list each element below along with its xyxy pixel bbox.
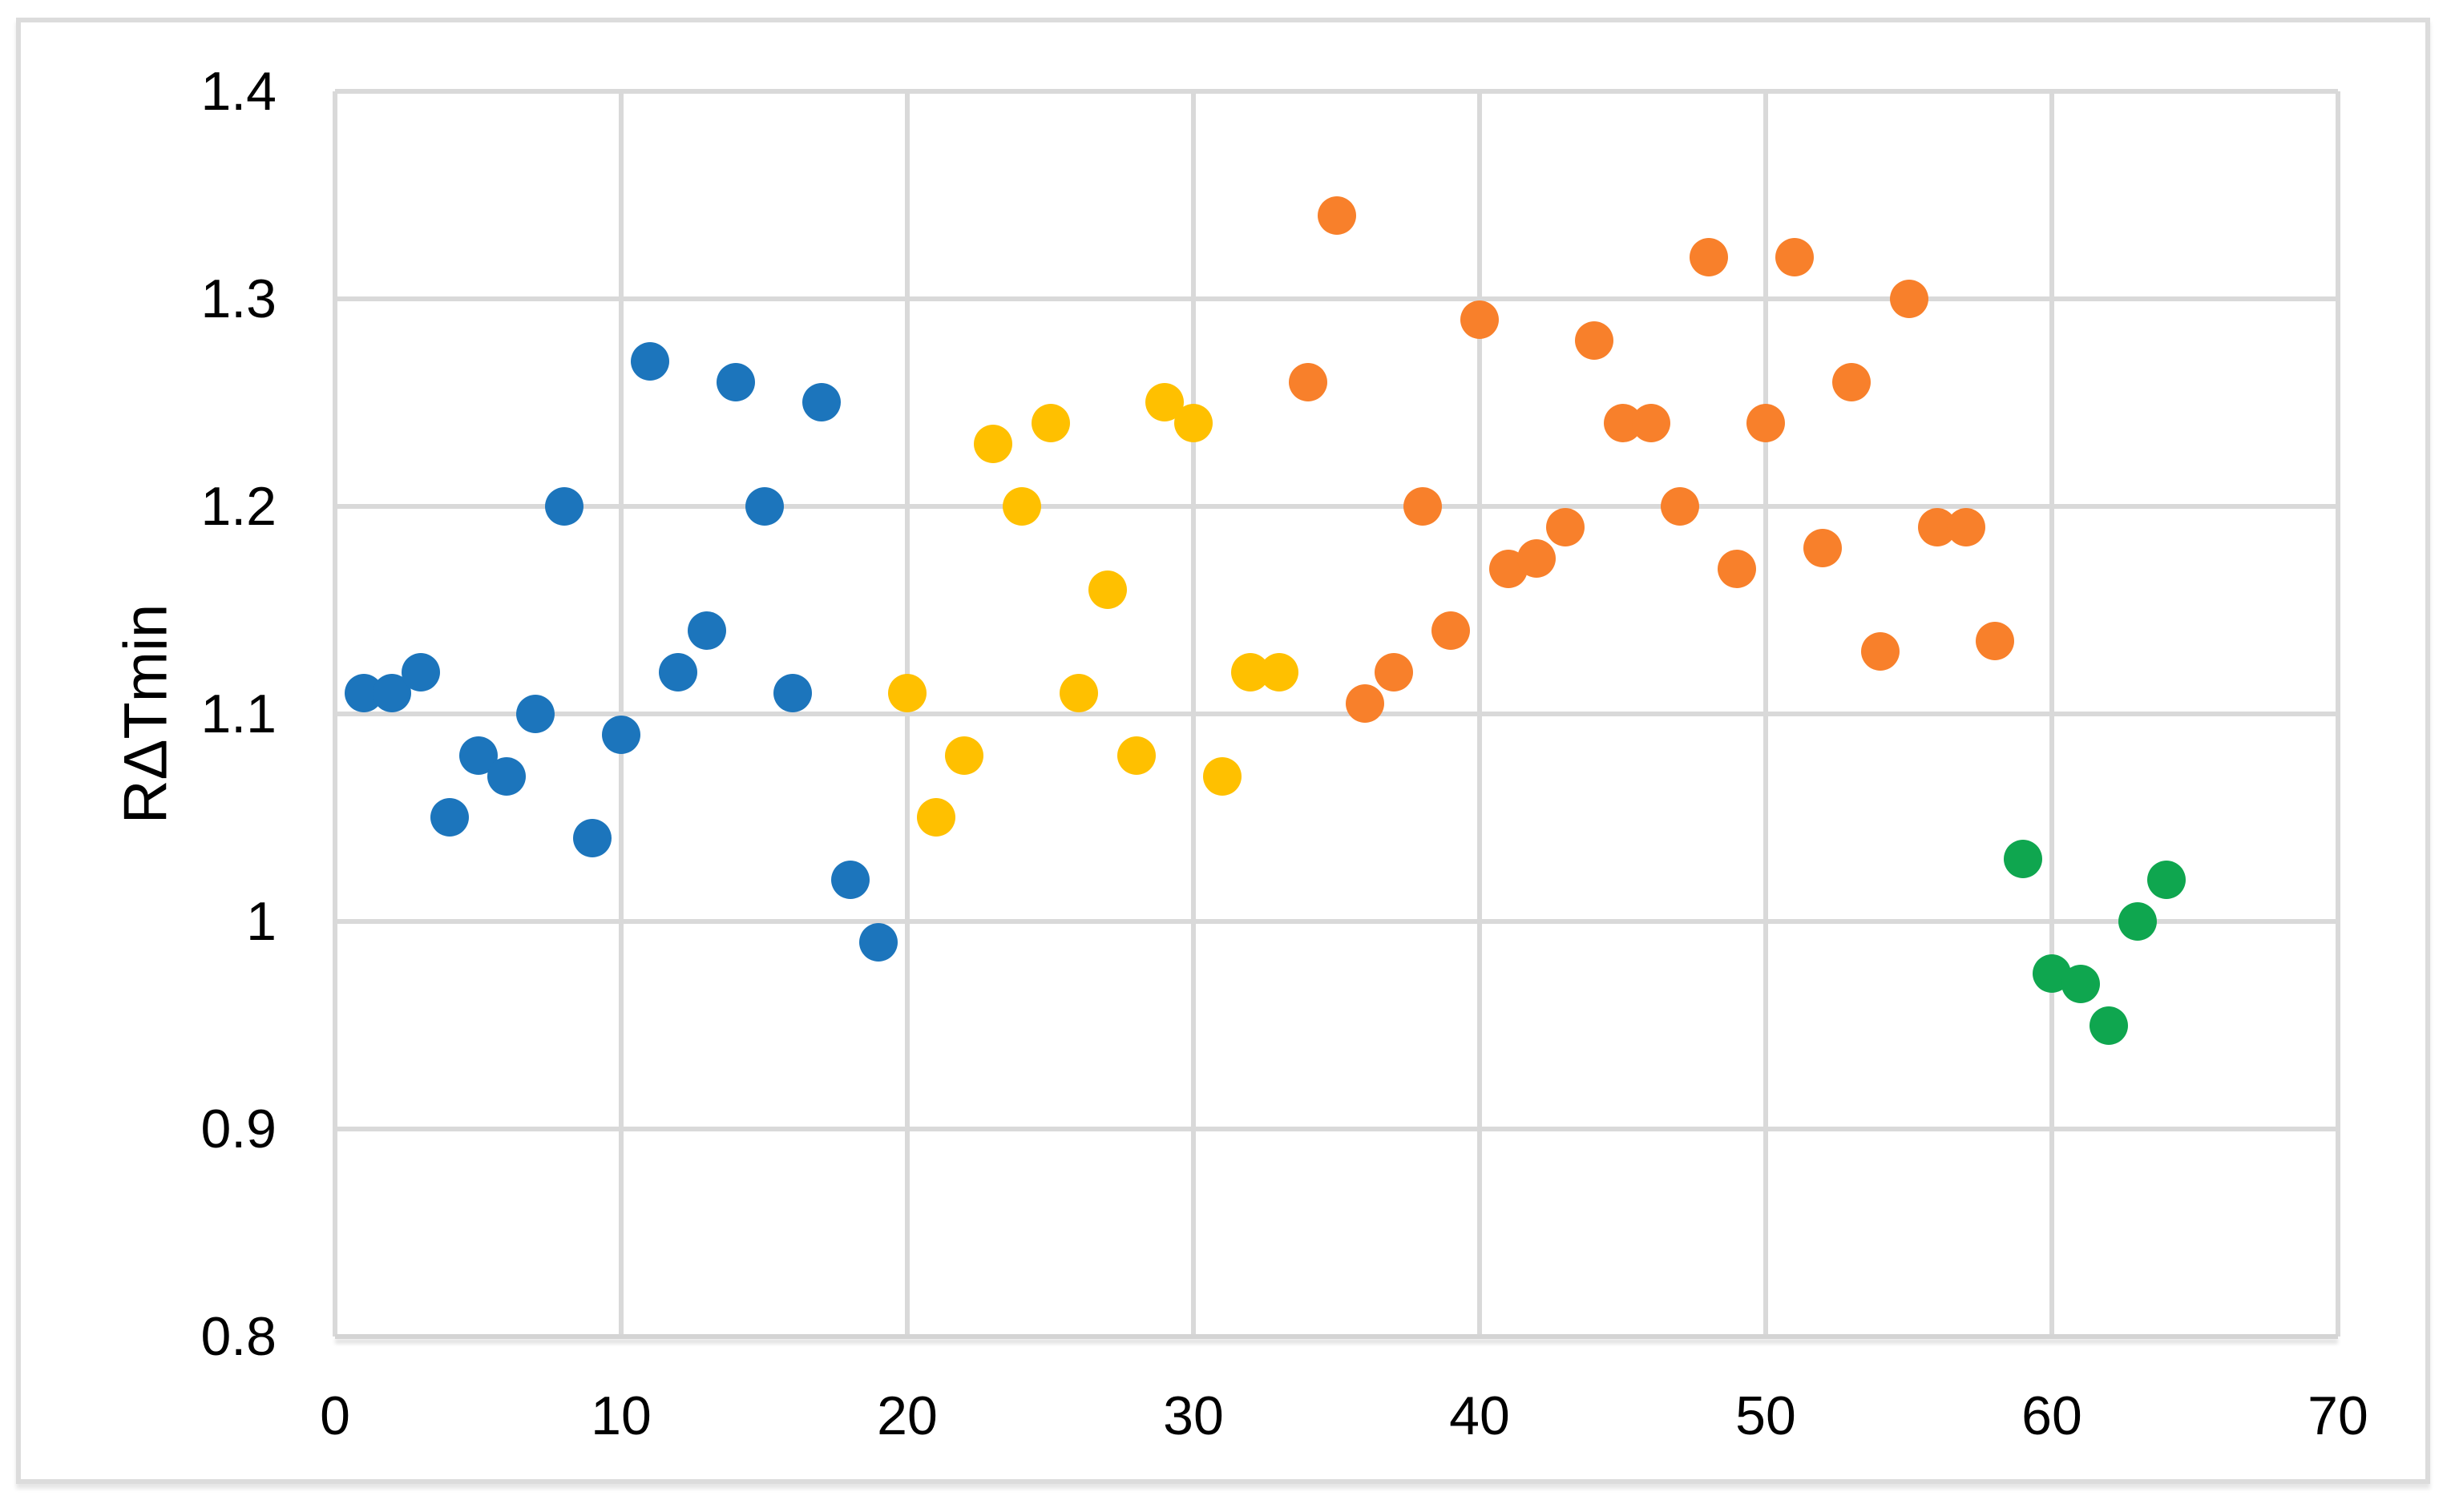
data-point-group-3-orange xyxy=(1690,238,1728,276)
data-point-group-1-blue xyxy=(859,923,898,962)
data-point-group-2-yellow xyxy=(1174,404,1213,442)
data-point-group-1-blue xyxy=(745,487,784,526)
horizontal-gridline xyxy=(335,504,2338,509)
data-point-group-1-blue xyxy=(430,798,469,837)
data-point-group-1-blue xyxy=(487,757,526,796)
data-point-group-4-green xyxy=(2004,840,2042,878)
data-point-group-3-orange xyxy=(1775,238,1814,276)
data-point-group-3-orange xyxy=(1375,653,1413,691)
horizontal-gridline xyxy=(335,1127,2338,1131)
horizontal-gridline xyxy=(335,919,2338,924)
data-point-group-2-yellow xyxy=(1003,487,1041,526)
x-tick-label: 30 xyxy=(1163,1385,1224,1446)
data-point-group-2-yellow xyxy=(1203,757,1242,796)
data-point-group-3-orange xyxy=(1346,684,1384,723)
y-tick-label: 0.9 xyxy=(200,1099,277,1159)
x-tick-label: 50 xyxy=(1735,1385,1796,1446)
horizontal-gridline xyxy=(335,712,2338,716)
data-point-group-1-blue xyxy=(831,861,870,899)
data-point-group-2-yellow xyxy=(1088,571,1127,609)
data-point-group-1-blue xyxy=(631,342,669,381)
data-point-group-3-orange xyxy=(1746,404,1785,442)
data-point-group-1-blue xyxy=(545,487,583,526)
data-point-group-2-yellow xyxy=(888,674,927,712)
data-point-group-3-orange xyxy=(1661,487,1699,526)
data-point-group-2-yellow xyxy=(945,736,983,775)
data-point-group-3-orange xyxy=(1403,487,1442,526)
chart-outer-frame xyxy=(16,18,2430,1484)
data-point-group-1-blue xyxy=(573,819,612,857)
data-point-group-1-blue xyxy=(659,653,697,691)
data-point-group-3-orange xyxy=(1861,632,1900,671)
data-point-group-4-green xyxy=(2147,861,2186,899)
data-point-group-4-green xyxy=(2118,902,2157,941)
y-tick-label: 1 xyxy=(246,891,277,952)
data-point-group-2-yellow xyxy=(974,425,1012,463)
data-point-group-3-orange xyxy=(1832,363,1871,401)
y-tick-label: 1.4 xyxy=(200,61,277,122)
data-point-group-3-orange xyxy=(1718,550,1756,588)
data-point-group-1-blue xyxy=(717,363,755,401)
data-point-group-1-blue xyxy=(802,383,841,421)
data-point-group-3-orange xyxy=(1803,529,1842,567)
data-point-group-3-orange xyxy=(1632,404,1670,442)
y-tick-label: 0.8 xyxy=(200,1306,277,1367)
plot-area xyxy=(333,89,2340,1339)
vertical-gridline xyxy=(2336,91,2340,1337)
data-point-group-2-yellow xyxy=(1260,653,1298,691)
data-point-group-3-orange xyxy=(1318,196,1356,235)
x-tick-label: 20 xyxy=(877,1385,938,1446)
data-point-group-3-orange xyxy=(1517,539,1556,578)
data-point-group-3-orange xyxy=(1947,508,1985,546)
data-point-group-3-orange xyxy=(1976,622,2014,660)
data-point-group-3-orange xyxy=(1289,363,1327,401)
data-point-group-2-yellow xyxy=(1032,404,1070,442)
data-point-group-1-blue xyxy=(773,674,812,712)
data-point-group-3-orange xyxy=(1890,280,1928,318)
data-point-group-2-yellow xyxy=(1117,736,1156,775)
data-point-group-1-blue xyxy=(402,653,440,691)
data-point-group-3-orange xyxy=(1575,321,1613,360)
horizontal-gridline xyxy=(335,89,2338,94)
data-point-group-3-orange xyxy=(1546,508,1585,546)
data-point-group-4-green xyxy=(2061,965,2100,1003)
data-point-group-2-yellow xyxy=(917,798,955,837)
data-point-group-3-orange xyxy=(1460,300,1499,339)
data-point-group-2-yellow xyxy=(1060,674,1098,712)
x-tick-label: 0 xyxy=(320,1385,350,1446)
data-point-group-1-blue xyxy=(688,611,726,650)
x-tick-label: 10 xyxy=(591,1385,652,1446)
data-point-group-3-orange xyxy=(1431,611,1470,650)
data-point-group-1-blue xyxy=(602,716,640,754)
data-point-group-1-blue xyxy=(516,695,555,733)
x-tick-label: 70 xyxy=(2308,1385,2368,1446)
y-tick-label: 1.3 xyxy=(200,268,277,329)
x-tick-label: 60 xyxy=(2021,1385,2082,1446)
y-tick-label: 1.1 xyxy=(200,683,277,744)
x-axis-line xyxy=(335,1334,2338,1339)
x-tick-label: 40 xyxy=(1449,1385,1510,1446)
y-tick-label: 1.2 xyxy=(200,476,277,537)
horizontal-gridline xyxy=(335,296,2338,301)
data-point-group-4-green xyxy=(2090,1006,2128,1045)
